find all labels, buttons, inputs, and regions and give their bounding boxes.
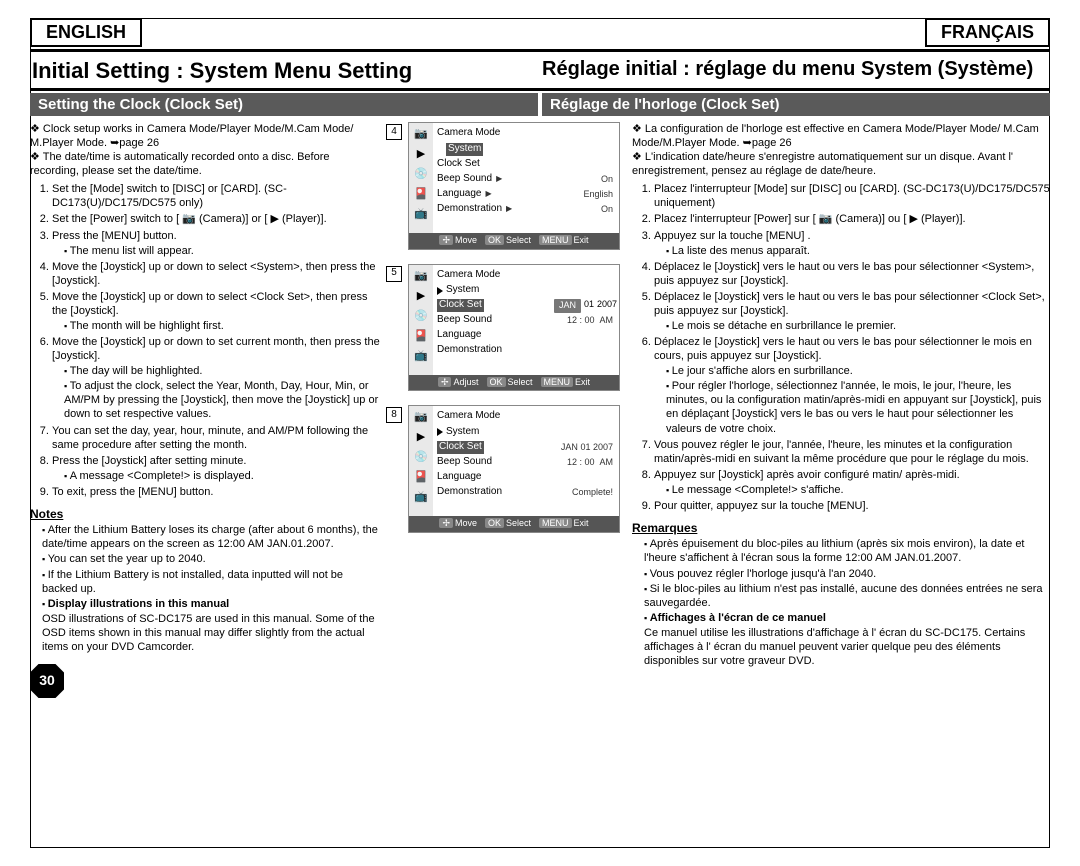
en-note-1: After the Lithium Battery loses its char… [42,523,380,551]
rule-top [30,49,1050,52]
fr-intro-1: La configuration de l'horloge est effect… [632,122,1050,150]
en-step-1: Set the [Mode] switch to [DISC] or [CARD… [52,182,380,210]
en-intro-2: The date/time is automatically recorded … [30,150,380,178]
fr-step-1: Placez l'interrupteur [Mode] sur [DISC] … [654,182,1050,210]
en-note-4-heading: Display illustrations in this manual [42,597,380,611]
fr-step-2: Placez l'interrupteur [Power] sur [ 📷 (C… [654,212,1050,226]
osd-screen-8: 📷 ▶ 💿 🎴 📺 Camera Mode System Clock Set J… [408,405,620,533]
osd-step-5: 5 [386,266,402,282]
play-icon: ▶ [417,147,425,161]
tab-francais: FRANÇAIS [925,18,1050,47]
column-osd: 4 📷 ▶ 💿 🎴 📺 Camera Mode System [386,122,626,698]
en-step-3: Press the [MENU] button. The menu list w… [52,229,380,258]
column-french: La configuration de l'horloge est effect… [632,122,1050,698]
en-step-7: You can set the day, year, hour, minute,… [52,424,380,452]
fr-step-3: Appuyez sur la touche [MENU] . La liste … [654,229,1050,258]
fr-step-6: Déplacez le [Joystick] vers le haut ou v… [654,335,1050,436]
fr-step-5: Déplacez le [Joystick] vers le haut ou v… [654,290,1050,333]
en-step-2: Set the [Power] switch to [ 📷 (Camera)] … [52,212,380,226]
fr-intro-2: L'indication date/heure s'enregistre aut… [632,150,1050,178]
en-note-2: You can set the year up to 2040. [42,552,380,566]
fr-steps: Placez l'interrupteur [Mode] sur [DISC] … [632,182,1050,513]
rule-under-title [30,88,1050,91]
fr-step-8: Appuyez sur [Joystick] après avoir confi… [654,468,1050,497]
fr-note-1: Après épuisement du bloc-piles au lithiu… [644,537,1050,565]
fr-note-4: Ce manuel utilise les illustrations d'af… [644,626,1050,668]
page-number: 30 [30,664,380,698]
fr-notes-heading: Remarques [632,521,1050,536]
en-note-3: If the Lithium Battery is not installed,… [42,568,380,596]
fr-note-3: Si le bloc-piles au lithium n'est pas in… [644,582,1050,610]
en-note-4: OSD illustrations of SC-DC175 are used i… [42,612,380,654]
en-step-6: Move the [Joystick] up or down to set cu… [52,335,380,421]
osd-step-4: 4 [386,124,402,140]
tab-english: ENGLISH [30,18,142,47]
column-english: Clock setup works in Camera Mode/Player … [30,122,380,698]
title-en: Initial Setting : System Menu Setting [30,54,540,88]
en-steps: Set the [Mode] switch to [DISC] or [CARD… [30,182,380,499]
fr-note-4-heading: Affichages à l'écran de ce manuel [644,611,1050,625]
card-icon: 🎴 [414,187,428,201]
fr-step-9: Pour quitter, appuyez sur la touche [MEN… [654,499,1050,513]
osd-step-8: 8 [386,407,402,423]
title-fr: Réglage initial : réglage du menu System… [540,54,1050,88]
en-step-8: Press the [Joystick] after setting minut… [52,454,380,483]
tv-icon: 📺 [414,207,428,221]
osd-screen-4: 📷 ▶ 💿 🎴 📺 Camera Mode System Clock Set B… [408,122,620,250]
en-step-4: Move the [Joystick] up or down to select… [52,260,380,288]
subtitle-fr: Réglage de l'horloge (Clock Set) [542,93,1050,116]
osd-screen-5: 📷 ▶ 💿 🎴 📺 Camera Mode System Clock Set [408,264,620,392]
fr-note-2: Vous pouvez régler l'horloge jusqu'à l'a… [644,567,1050,581]
en-step-5: Move the [Joystick] up or down to select… [52,290,380,333]
en-notes-heading: Notes [30,507,380,522]
en-intro-1: Clock setup works in Camera Mode/Player … [30,122,380,150]
fr-step-7: Vous pouvez régler le jour, l'année, l'h… [654,438,1050,466]
camera-icon: 📷 [414,127,428,141]
subtitle-en: Setting the Clock (Clock Set) [30,93,538,116]
en-step-9: To exit, press the [MENU] button. [52,485,380,499]
manual-page: ENGLISH FRANÇAIS Initial Setting : Syste… [0,0,1080,866]
disc-icon: 💿 [414,167,428,181]
fr-step-4: Déplacez le [Joystick] vers le haut ou v… [654,260,1050,288]
